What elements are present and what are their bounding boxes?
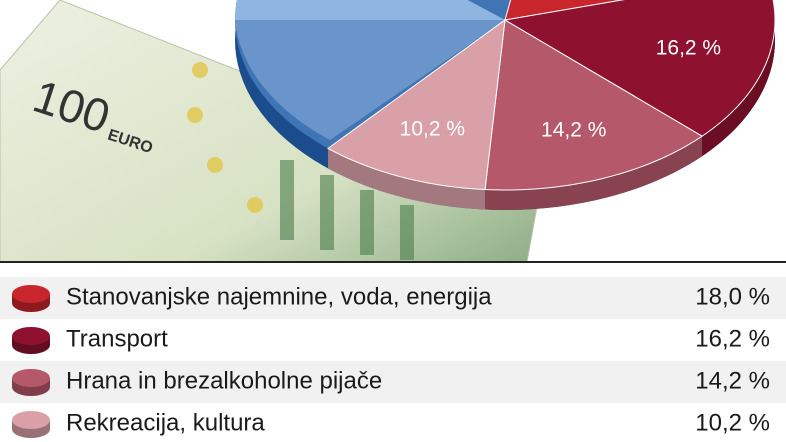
pie: 18,0 %16,2 %14,2 %10,2 % <box>235 0 776 210</box>
pie-slice <box>484 19 704 191</box>
legend-swatch <box>12 369 50 387</box>
legend-label: Rekreacija, kultura <box>66 409 265 436</box>
legend-row <box>0 403 786 442</box>
pie-label: 14,2 % <box>541 118 606 141</box>
pie-slice-side <box>328 148 486 210</box>
banknote: 100 EURO <box>0 0 541 301</box>
legend-label: Stanovanjske najemnine, voda, energija <box>66 283 492 310</box>
pie-slice <box>503 0 776 137</box>
legend-value: 18,0 % <box>695 283 770 310</box>
legend-value: 16,2 % <box>695 325 770 352</box>
pie-slice-side <box>485 136 703 210</box>
legend-label: Transport <box>66 325 168 352</box>
pie-slice-side <box>702 20 775 157</box>
pie-slice <box>327 18 506 191</box>
legend-value: 10,2 % <box>695 409 770 436</box>
legend-swatch <box>12 327 50 345</box>
pie-decor <box>235 0 505 20</box>
legend-label: Hrana in brezalkoholne pijače <box>66 367 382 394</box>
legend-swatch <box>12 411 50 429</box>
legend: Stanovanjske najemnine, voda, energija 18… <box>0 277 786 442</box>
legend-row <box>0 277 786 319</box>
legend-row <box>0 319 786 361</box>
pie-decor <box>235 20 505 140</box>
pie-label: 10,2 % <box>400 117 465 140</box>
legend-value: 14,2 % <box>695 367 770 394</box>
legend-row <box>0 361 786 403</box>
legend-swatch <box>12 285 50 303</box>
pie-label: 16,2 % <box>656 36 721 59</box>
